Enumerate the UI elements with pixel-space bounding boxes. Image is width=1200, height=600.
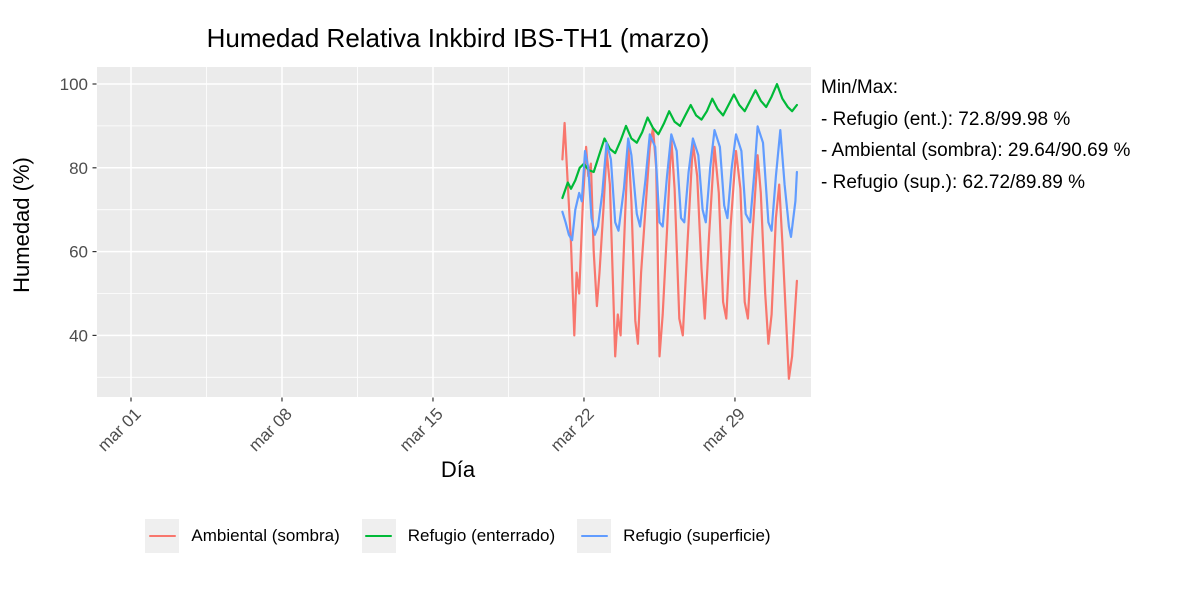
legend-key-refugio-enterrado xyxy=(361,519,396,553)
legend-key-refugio-superficie xyxy=(577,519,612,553)
x-tick-label: mar 01 xyxy=(94,404,145,455)
y-tick-label: 40 xyxy=(69,326,88,345)
y-tick-label: 80 xyxy=(69,159,88,178)
legend-item-refugio-enterrado: Refugio (enterrado) xyxy=(361,519,556,553)
legend-label-ambiental-sombra: Ambiental (sombra) xyxy=(191,526,340,545)
humidity-line-chart: 40 60 80 100 mar 01 mar 08 mar 15 mar 22 mar 29 xyxy=(60,67,811,455)
legend-key-ambiental-sombra xyxy=(145,519,180,553)
legend-line-icon xyxy=(148,534,176,538)
x-tick-label: mar 08 xyxy=(245,404,296,455)
y-tick-label: 100 xyxy=(60,75,88,94)
annotation-line-refugio-ent: - Refugio (ent.): 72.8/99.98 % xyxy=(821,108,1071,130)
series-line-refugio-superficie xyxy=(561,125,799,242)
x-axis-title: Día xyxy=(440,457,476,482)
plot-panel xyxy=(97,67,811,397)
legend-line-icon xyxy=(365,534,393,538)
x-tick-label: mar 22 xyxy=(547,404,598,455)
y-axis-title: Humedad (%) xyxy=(9,157,34,293)
legend-line-icon xyxy=(580,534,608,538)
annotation-line-refugio-sup: - Refugio (sup.): 62.72/89.89 % xyxy=(821,171,1086,193)
minmax-annotation: Min/Max: - Refugio (ent.): 72.8/99.98 % … xyxy=(821,72,1130,198)
x-tick-label: mar 15 xyxy=(396,404,447,455)
annotation-line-ambiental: - Ambiental (sombra): 29.64/90.69 % xyxy=(821,140,1131,161)
series-line-refugio-enterrado xyxy=(561,82,799,200)
series-line-ambiental-sombra xyxy=(561,121,799,380)
y-tick-label: 60 xyxy=(69,243,88,262)
legend-label-refugio-enterrado: Refugio (enterrado) xyxy=(407,526,556,545)
legend-item-refugio-superficie: Refugio (superficie) xyxy=(577,519,771,553)
legend-item-ambiental-sombra: Ambiental (sombra) xyxy=(145,519,340,553)
x-tick-label: mar 29 xyxy=(698,404,749,455)
legend-label-refugio-superficie: Refugio (superficie) xyxy=(623,526,771,545)
chart-title: Humedad Relativa Inkbird IBS-TH1 (marzo) xyxy=(206,23,710,53)
chart-legend: Ambiental (sombra) Refugio (enterrado) R… xyxy=(0,519,916,553)
annotation-line-heading: Min/Max: xyxy=(821,77,899,98)
